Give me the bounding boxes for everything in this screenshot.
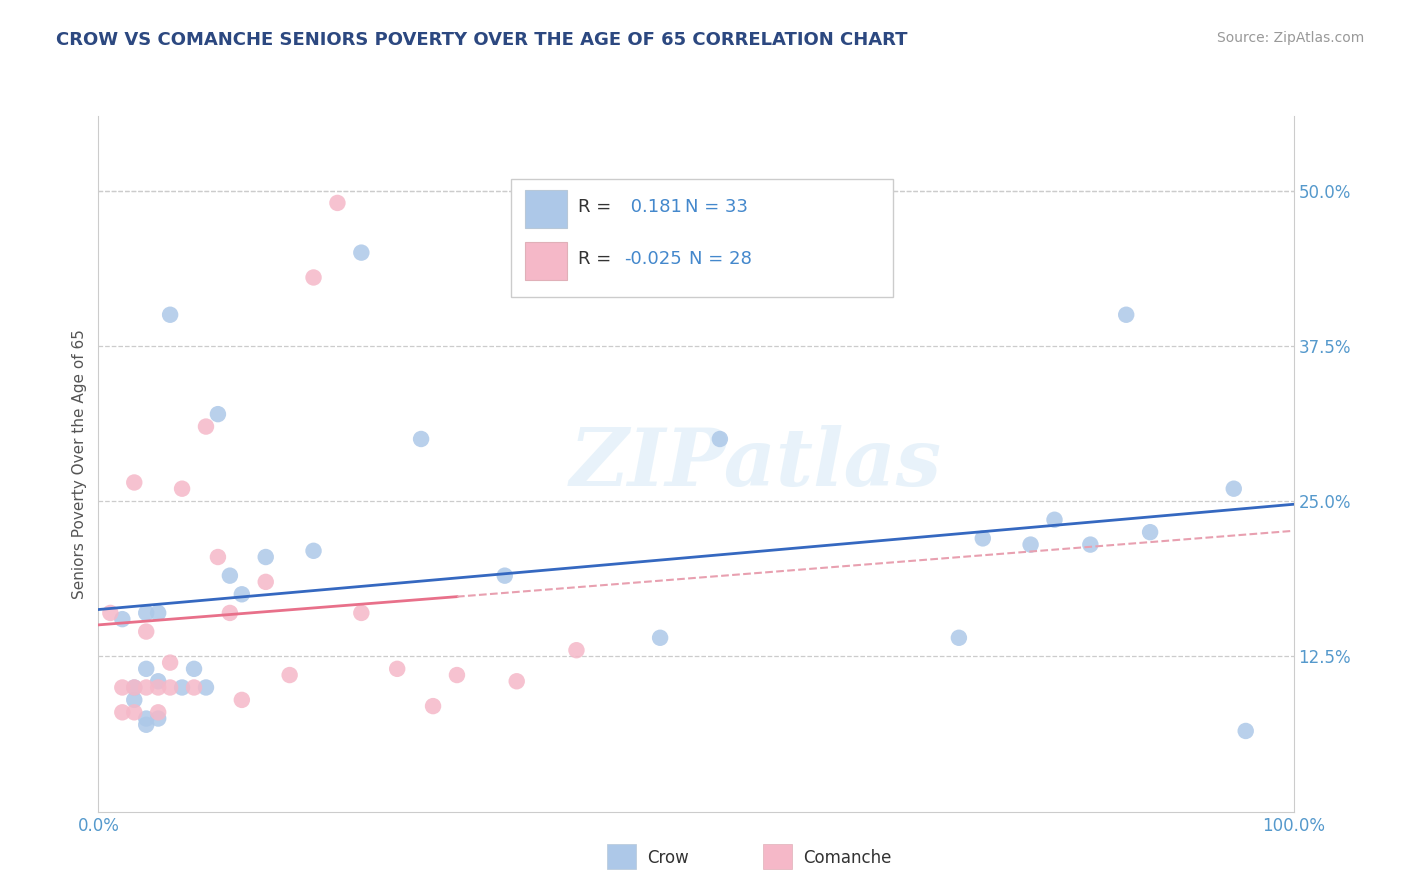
Point [948,631,970,645]
Point [183,681,205,695]
Text: N = 33: N = 33 [685,198,748,216]
Point [135,624,157,639]
Point [494,568,516,582]
Point [648,631,672,645]
Point [350,606,373,620]
Point [148,681,170,695]
Point [326,196,349,211]
Point [194,681,217,695]
Point [183,662,205,676]
Point [278,668,301,682]
Point [231,587,253,601]
Point [124,681,146,695]
Text: Source: ZipAtlas.com: Source: ZipAtlas.com [1216,31,1364,45]
Text: R =: R = [578,198,617,216]
Point [422,699,444,714]
Point [148,606,170,620]
Text: R =: R = [578,251,617,268]
Point [148,712,170,726]
Point [159,656,181,670]
Text: 0.181: 0.181 [624,198,682,216]
Point [135,712,157,726]
Point [148,674,170,689]
Text: CROW VS COMANCHE SENIORS POVERTY OVER THE AGE OF 65 CORRELATION CHART: CROW VS COMANCHE SENIORS POVERTY OVER TH… [56,31,908,49]
Point [302,270,325,285]
Point [207,407,229,421]
Point [302,544,325,558]
Point [98,606,122,620]
Point [124,706,146,720]
Point [124,693,146,707]
Point [172,681,194,695]
Point [1234,723,1257,738]
Point [1139,525,1161,540]
Point [254,549,277,564]
Point [159,308,181,322]
Point [135,662,157,676]
Point [135,681,157,695]
Text: Comanche: Comanche [803,849,891,867]
Point [972,532,994,546]
Point [1222,482,1246,496]
Point [111,681,134,695]
Point [385,662,409,676]
Point [111,706,134,720]
Point [565,643,588,657]
Point [219,606,242,620]
Text: Crow: Crow [647,849,689,867]
Point [172,482,194,496]
Point [207,549,229,564]
Point [350,245,373,260]
Point [135,717,157,731]
Point [124,475,146,490]
Point [446,668,468,682]
Point [159,681,181,695]
Y-axis label: Seniors Poverty Over the Age of 65: Seniors Poverty Over the Age of 65 [72,329,87,599]
Point [1080,538,1102,552]
Point [231,693,253,707]
Point [194,419,217,434]
Point [135,606,157,620]
Point [1115,308,1137,322]
Point [506,674,529,689]
Point [124,681,146,695]
Point [219,568,242,582]
Text: ZIPatlas: ZIPatlas [569,425,942,502]
Point [111,612,134,626]
Text: -0.025: -0.025 [624,251,682,268]
Point [1043,513,1066,527]
Point [148,706,170,720]
Point [709,432,731,446]
Point [254,574,277,589]
Text: N = 28: N = 28 [689,251,752,268]
Point [1019,538,1042,552]
Point [411,432,433,446]
